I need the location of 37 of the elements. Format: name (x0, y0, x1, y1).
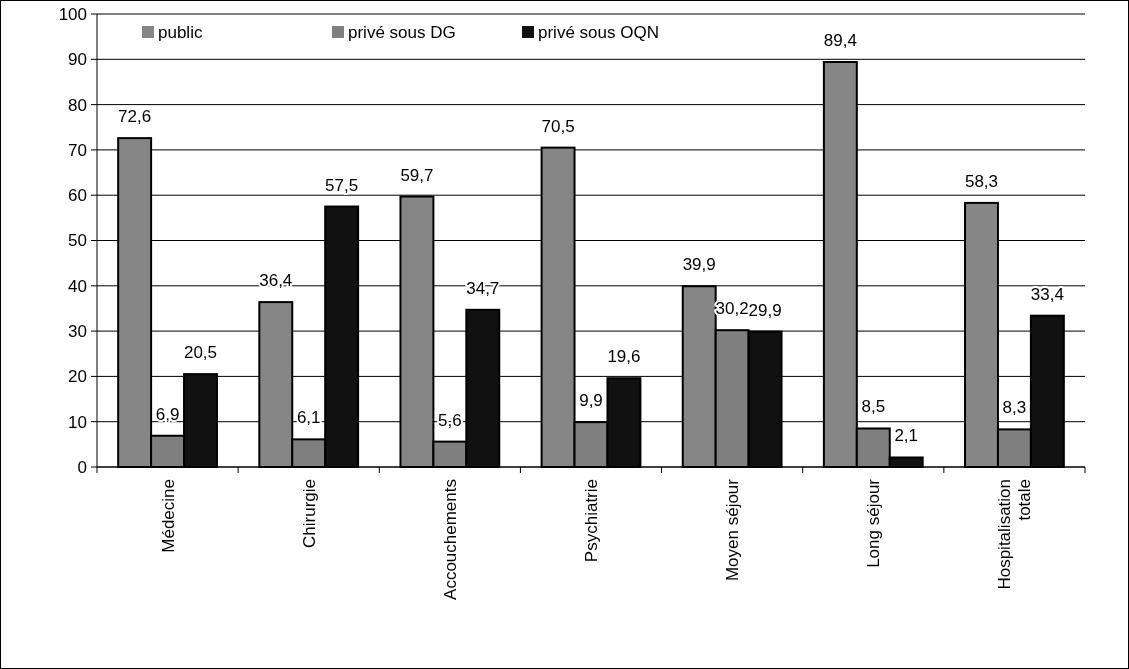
data-label: 6,9 (155, 404, 180, 424)
y-tick-label: 70 (68, 140, 87, 160)
x-tick-label: Psychiatrie (581, 479, 601, 563)
y-tick-label: 0 (77, 457, 87, 477)
data-label: 59,7 (400, 165, 434, 185)
data-label: 20,5 (183, 343, 218, 363)
data-label: 89,4 (823, 31, 857, 51)
x-tick-label: Chirurgie (299, 479, 319, 548)
x-tick-label: Médecine (158, 479, 178, 553)
y-tick-label: 10 (68, 412, 87, 432)
x-tick-label: Moyen séjour (723, 478, 743, 582)
data-label: 39,9 (682, 255, 716, 275)
data-label: 70,5 (541, 116, 575, 136)
data-label: 2,1 (894, 426, 919, 446)
data-label: 29,9 (748, 300, 782, 320)
data-label: 57,5 (325, 175, 359, 195)
x-tick-label: Accouchements (440, 479, 460, 600)
y-tick-label: 90 (68, 50, 87, 70)
data-label: 8,3 (1002, 398, 1027, 418)
data-label: 33,4 (1030, 284, 1064, 304)
y-tick-label: 30 (68, 322, 87, 342)
legend-label: public (158, 22, 203, 42)
y-tick-label: 100 (58, 4, 87, 24)
data-label: 9,9 (579, 391, 603, 411)
y-tick-label: 20 (68, 367, 87, 387)
data-label: 8,5 (861, 397, 886, 417)
x-tick-label: Long séjour (864, 478, 884, 568)
x-tick-label: Hospitalisation totale (995, 479, 1035, 590)
y-tick-label: 40 (68, 276, 87, 296)
legend-label: privé sous OQN (538, 22, 659, 42)
y-tick-label: 60 (68, 186, 87, 206)
data-label: 19,6 (607, 347, 641, 367)
legend-label: privé sous DG (348, 22, 456, 42)
y-tick-label: 50 (68, 231, 87, 251)
y-tick-label: 80 (68, 95, 87, 115)
data-label: 58,3 (964, 171, 999, 191)
data-label: 72,6 (118, 107, 152, 127)
